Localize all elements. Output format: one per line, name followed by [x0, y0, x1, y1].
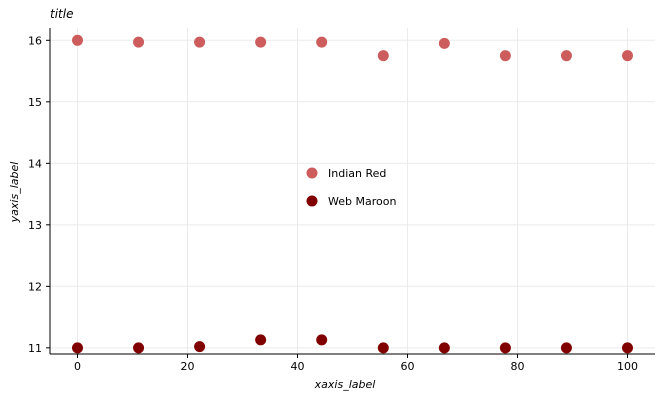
x-tick-label: 40: [291, 360, 305, 373]
indian-red-point: [72, 34, 83, 46]
legend-key-web-maroon: [306, 195, 318, 207]
web-maroon-point: [560, 342, 572, 354]
legend-key-indian-red: [306, 167, 318, 179]
axes: 0 20 40 60 80 100 11 12 13 14 15 16: [28, 28, 655, 373]
web-maroon-point: [194, 341, 206, 353]
web-maroon-point: [438, 342, 450, 354]
y-axis-label: yaxis_label: [8, 162, 21, 224]
chart-title: title: [50, 7, 73, 21]
x-tick-label: 60: [401, 360, 415, 373]
x-tick-label: 20: [181, 360, 195, 373]
web-maroon-point: [499, 342, 511, 354]
indian-red-point: [377, 50, 389, 62]
web-maroon-point: [377, 342, 389, 354]
x-tick-label: 100: [617, 360, 638, 373]
indian-red-point: [622, 50, 633, 62]
x-axis-label: xaxis_label: [314, 378, 376, 391]
data-points: [72, 34, 633, 354]
web-maroon-point: [133, 342, 145, 354]
web-maroon-point: [72, 342, 83, 354]
grid: [50, 28, 655, 354]
indian-red-point: [499, 50, 511, 62]
web-maroon-point: [316, 334, 328, 346]
indian-red-point: [560, 50, 572, 62]
indian-red-point: [194, 36, 206, 48]
x-tick-label: 0: [74, 360, 81, 373]
web-maroon-point: [622, 342, 633, 354]
indian-red-point: [133, 36, 145, 48]
indian-red-point: [255, 36, 267, 48]
web-maroon-point: [255, 334, 267, 346]
y-tick-label: 15: [28, 96, 42, 109]
y-tick-label: 11: [28, 342, 42, 355]
legend-label-indian-red: Indian Red: [328, 167, 386, 180]
legend-label-web-maroon: Web Maroon: [328, 195, 396, 208]
y-tick-label: 16: [28, 34, 42, 47]
indian-red-point: [316, 36, 328, 48]
indian-red-point: [438, 37, 450, 49]
y-tick-label: 14: [28, 157, 42, 170]
y-tick-label: 13: [28, 219, 42, 232]
legend: Indian Red Web Maroon: [306, 167, 396, 208]
y-tick-label: 12: [28, 280, 42, 293]
x-tick-label: 80: [511, 360, 525, 373]
